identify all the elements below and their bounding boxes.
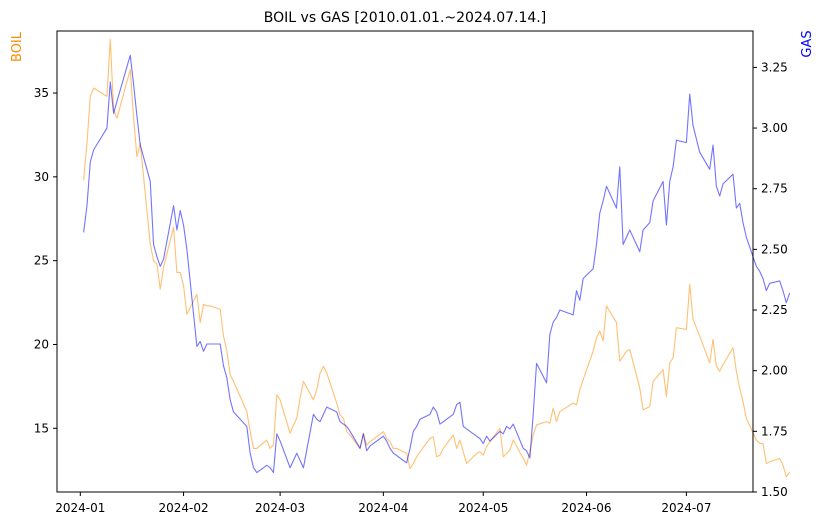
series-layer bbox=[83, 38, 791, 478]
x-tick-label: 2024-04 bbox=[358, 501, 408, 515]
y-left-tick-label: 20 bbox=[34, 337, 49, 351]
series-line-gas bbox=[83, 54, 791, 474]
plot-frame bbox=[56, 30, 754, 493]
x-tick-label: 2024-01 bbox=[55, 501, 105, 515]
x-tick-label: 2024-02 bbox=[158, 501, 208, 515]
left-axis-label: BOIL bbox=[10, 31, 25, 62]
y-left-tick-label: 25 bbox=[34, 254, 49, 268]
x-tick-label: 2024-03 bbox=[255, 501, 305, 515]
right-axis-label: GAS bbox=[800, 30, 815, 57]
axes-layer: 2024-01 2024-02 2024-03 2024-04 2024-05 2024-… bbox=[34, 30, 788, 515]
y-right-tick-label: 2.75 bbox=[761, 182, 788, 196]
y-right-tick-label: 2.25 bbox=[761, 303, 788, 317]
y-left-tick-label: 35 bbox=[34, 86, 49, 100]
chart-title: BOIL vs GAS [2010.01.01.~2024.07.14.] bbox=[264, 10, 546, 26]
y-right-tick-label: 1.50 bbox=[761, 485, 788, 499]
y-left-tick-label: 15 bbox=[34, 421, 49, 435]
series-line-boil bbox=[83, 38, 791, 478]
y-left-tick-label: 30 bbox=[34, 170, 49, 184]
x-tick-label: 2024-06 bbox=[561, 501, 611, 515]
y-right-tick-label: 1.75 bbox=[761, 424, 788, 438]
y-right-tick-label: 3.25 bbox=[761, 60, 788, 74]
x-tick-label: 2024-05 bbox=[458, 501, 508, 515]
y-right-tick-label: 2.50 bbox=[761, 242, 788, 256]
y-right-tick-label: 3.00 bbox=[761, 121, 788, 135]
x-tick-label: 2024-07 bbox=[661, 501, 711, 515]
y-right-tick-label: 2.00 bbox=[761, 364, 788, 378]
